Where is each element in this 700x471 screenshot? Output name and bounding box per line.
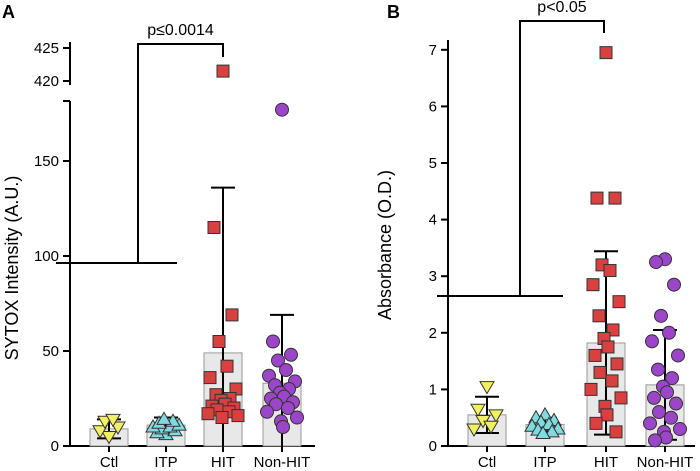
data-point <box>290 410 304 425</box>
data-point <box>101 431 117 445</box>
y-axis-title: Absorbance (O.D.) <box>375 170 395 320</box>
data-point <box>643 416 657 431</box>
data-point <box>608 191 622 205</box>
data-point <box>599 46 613 60</box>
data-point <box>544 423 560 438</box>
data-point <box>654 308 668 323</box>
data-point <box>231 409 245 423</box>
data-point <box>667 277 681 292</box>
data-point <box>600 408 614 422</box>
data-point <box>649 255 663 270</box>
data-point <box>651 362 665 377</box>
data-point <box>592 309 606 323</box>
y-tick-label: 2 <box>429 325 437 342</box>
data-point <box>669 396 683 411</box>
data-point <box>610 357 624 371</box>
data-point <box>203 371 217 385</box>
data-point <box>589 416 603 430</box>
y-tick-label: 0 <box>429 438 437 455</box>
y-axis-title: SYTOX Intensity (A.U.) <box>2 176 22 361</box>
y-tick-label: 150 <box>34 153 59 170</box>
data-point <box>603 264 617 278</box>
data-point <box>535 425 551 440</box>
data-point <box>156 411 172 425</box>
y-tick-label: 425 <box>34 40 59 57</box>
significance-bracket <box>519 20 605 296</box>
significance-label: p≤0.0014 <box>147 22 214 39</box>
data-point <box>665 371 679 386</box>
panel-letter: B <box>387 2 400 22</box>
data-point <box>483 420 499 435</box>
data-point <box>271 353 285 368</box>
data-point <box>590 191 604 205</box>
data-point <box>664 410 678 425</box>
data-point <box>586 278 600 292</box>
data-point <box>647 390 661 405</box>
data-point <box>215 411 229 424</box>
data-point <box>201 407 215 421</box>
data-point <box>470 403 486 418</box>
data-point <box>614 391 628 405</box>
y-tick-label: 5 <box>429 155 437 172</box>
data-point <box>660 385 674 400</box>
x-tick-label: Non-HIT <box>637 454 694 471</box>
data-point <box>671 348 685 363</box>
data-point <box>645 334 659 349</box>
data-point <box>584 382 598 396</box>
data-point <box>488 409 504 423</box>
data-point <box>479 381 495 395</box>
y-tick-label: 420 <box>34 73 59 90</box>
y-tick-label: 0 <box>51 438 59 455</box>
data-point <box>652 405 666 420</box>
data-point <box>207 221 221 234</box>
data-point <box>284 347 298 362</box>
panel-a: A SYTOX Intensity (A.U.) 0 50 100 150 420 425 Ct… <box>2 2 315 471</box>
data-point <box>673 422 687 437</box>
y-tick-label: 1 <box>429 381 437 398</box>
data-point <box>588 348 602 362</box>
y-tick-label: 6 <box>429 98 437 115</box>
data-point <box>216 64 230 78</box>
data-point <box>275 102 289 117</box>
data-point <box>105 413 121 428</box>
data-point <box>266 334 280 349</box>
x-tick-label: ITP <box>533 454 556 471</box>
y-tick-label: 100 <box>34 248 59 265</box>
data-point <box>609 425 623 439</box>
y-tick-label: 50 <box>42 343 59 360</box>
data-point <box>466 423 482 438</box>
data-point <box>276 420 290 434</box>
data-point <box>281 401 295 415</box>
y-tick-label: 4 <box>429 212 437 229</box>
significance-label: p<0.05 <box>537 0 586 16</box>
data-point <box>92 425 108 439</box>
significance-bracket <box>137 43 224 263</box>
data-point <box>225 308 239 322</box>
data-point <box>279 363 293 377</box>
data-point <box>601 340 615 354</box>
data-point <box>110 421 126 435</box>
data-point <box>605 374 619 388</box>
x-tick-label: Non-HIT <box>254 454 311 471</box>
x-tick-label: Ctl <box>478 454 496 471</box>
data-point <box>662 325 676 340</box>
data-point <box>612 295 626 309</box>
x-tick-label: ITP <box>154 454 177 471</box>
data-point <box>220 359 234 373</box>
x-tick-label: HIT <box>594 454 618 471</box>
data-point <box>212 335 226 348</box>
data-point <box>593 365 607 379</box>
x-tick-label: Ctl <box>100 454 118 471</box>
y-tick-label: 7 <box>429 42 437 59</box>
panel-letter: A <box>2 2 15 22</box>
data-point <box>260 404 274 419</box>
panel-b: B Absorbance (O.D.) 0 1 2 3 4 5 6 7 Ctl ITP HIT Non-H… <box>375 0 695 471</box>
y-tick-label: 3 <box>429 268 437 285</box>
data-point <box>648 433 662 448</box>
x-tick-label: HIT <box>211 454 235 471</box>
